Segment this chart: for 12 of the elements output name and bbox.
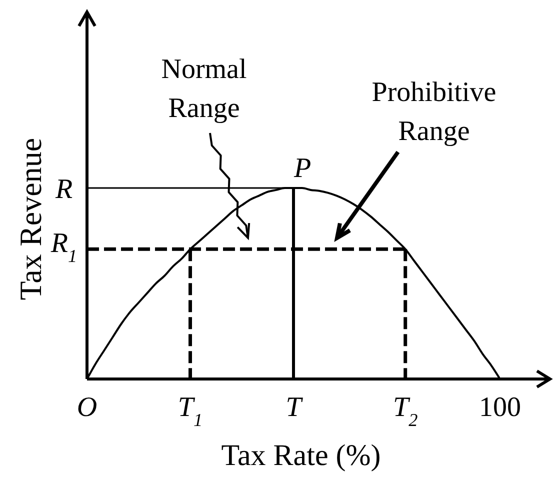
text: Prohibitive Range <box>372 77 496 147</box>
annotation: R <box>54 174 73 206</box>
annotation: R$_{1}$ <box>50 228 78 266</box>
x-tick-label: T$_{2}$ <box>393 392 418 430</box>
y-axis-title: Tax Revenue <box>12 138 48 300</box>
x-tick-label: T$_{1}$ <box>178 392 203 430</box>
x-tick-label: 100 <box>479 392 521 423</box>
x-tick-label: O <box>76 392 98 423</box>
x-axis-title: Tax Rate (%) <box>221 439 381 472</box>
annotation: P <box>292 153 312 184</box>
x-tick-label: T <box>286 392 304 423</box>
text: Normal Range <box>161 54 247 124</box>
